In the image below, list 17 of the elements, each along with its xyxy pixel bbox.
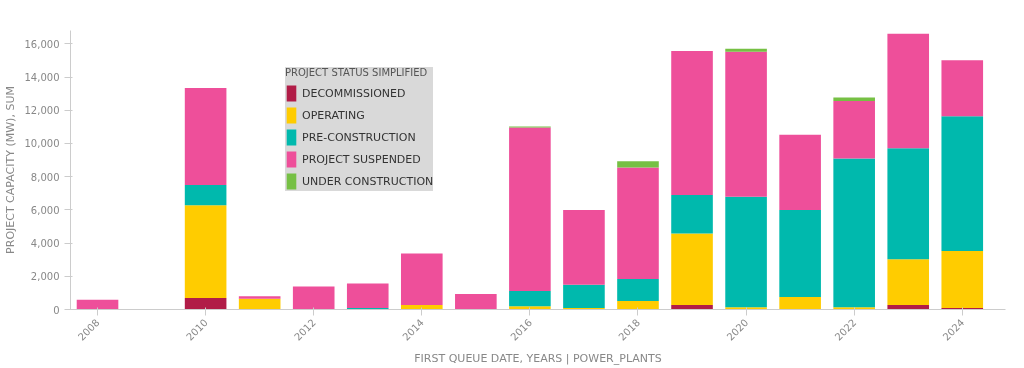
y-tick-label: 10,000 bbox=[24, 138, 60, 150]
y-tick-label: 4,000 bbox=[30, 238, 60, 250]
legend-label: PROJECT SUSPENDED bbox=[302, 152, 421, 166]
y-axis-title: PROJECT CAPACITY (MW), SUM bbox=[3, 86, 17, 254]
legend-label: PRE-CONSTRUCTION bbox=[302, 130, 416, 144]
y-tick-label: 16,000 bbox=[24, 38, 60, 50]
legend-label: OPERATING bbox=[302, 108, 365, 122]
y-tick-label: 6,000 bbox=[30, 204, 60, 216]
y-tick-label: 8,000 bbox=[30, 171, 60, 183]
x-axis-title: FIRST QUEUE DATE, YEARS | POWER_PLANTS bbox=[414, 352, 662, 366]
legend-label: DECOMMISSIONED bbox=[302, 86, 406, 100]
y-tick-label: 12,000 bbox=[24, 105, 60, 117]
y-tick-label: 0 bbox=[53, 304, 60, 316]
legend-label: UNDER CONSTRUCTION bbox=[302, 174, 434, 188]
y-tick-label: 14,000 bbox=[24, 72, 60, 83]
legend-title: PROJECT STATUS SIMPLIFIED bbox=[285, 67, 429, 78]
y-tick-label: 2,000 bbox=[30, 271, 60, 283]
